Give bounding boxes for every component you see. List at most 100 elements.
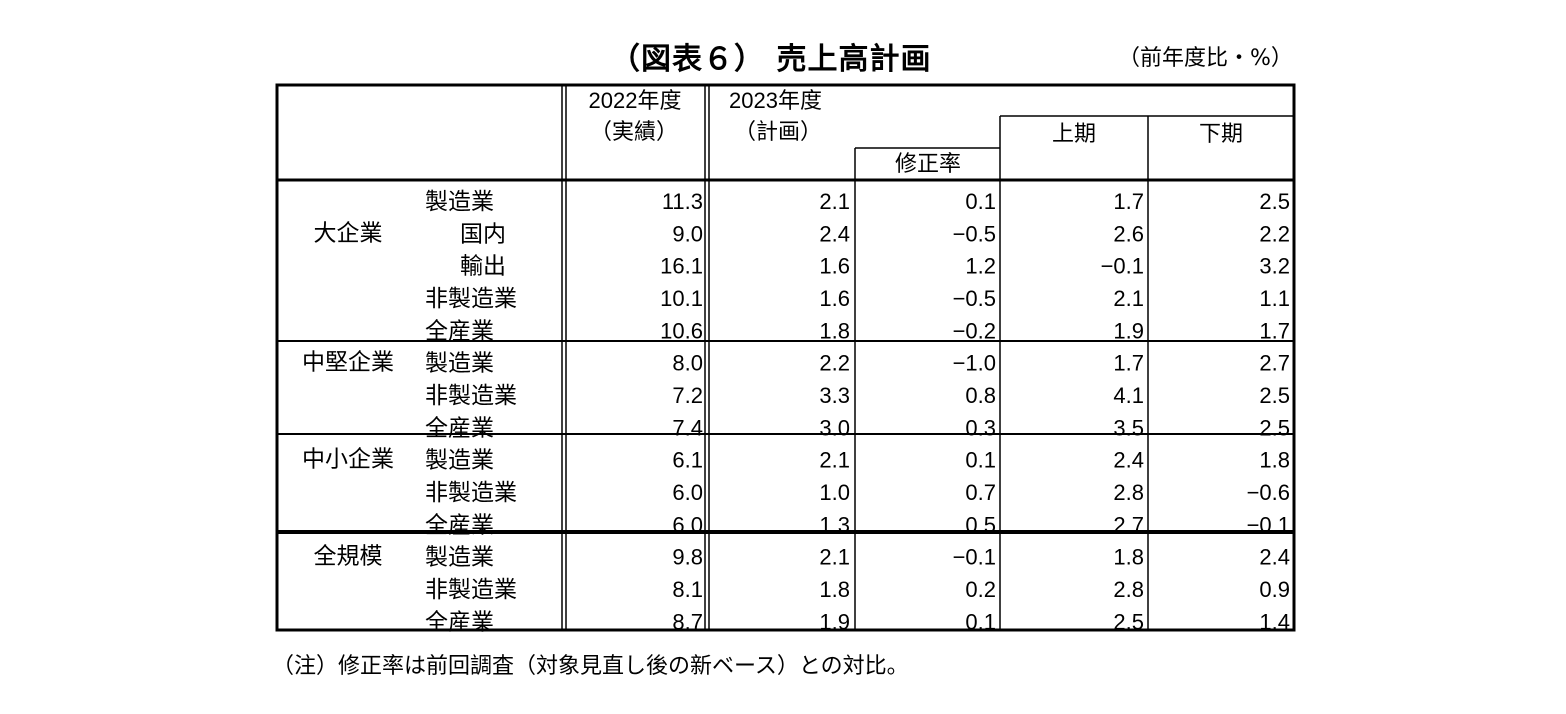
- cell-first-half: 2.5: [1113, 609, 1144, 634]
- cell-second-half: 0.9: [1259, 577, 1290, 602]
- cell-fy2022-actual: 10.6: [660, 318, 703, 343]
- row-label: 非製造業: [425, 285, 517, 311]
- cell-fy2023-plan: 1.6: [819, 286, 850, 311]
- table-header: 2022年度 （実績） 2023年度 （計画） 修正率 上期 下期: [589, 88, 1243, 176]
- cell-fy2022-actual: 9.8: [672, 545, 703, 570]
- cell-revision-rate: 0.7: [965, 480, 996, 505]
- cell-fy2023-plan: 2.4: [819, 221, 850, 246]
- page-title: （図表６） 売上高計画: [610, 42, 932, 77]
- cell-fy2023-plan: 2.1: [819, 545, 850, 570]
- cell-revision-rate: 0.1: [965, 189, 996, 214]
- cell-first-half: 4.1: [1113, 383, 1144, 408]
- cell-first-half: 2.6: [1113, 221, 1144, 246]
- header-fy2023-year: 2023年度: [729, 88, 822, 113]
- cell-first-half: 1.7: [1113, 189, 1144, 214]
- row-label: 製造業: [425, 350, 494, 376]
- cell-fy2023-plan: 1.8: [819, 318, 850, 343]
- cell-revision-rate: 0.2: [965, 577, 996, 602]
- cell-revision-rate: −0.5: [953, 221, 996, 246]
- unit-label: （前年度比・%）: [1118, 46, 1293, 71]
- cell-second-half: 1.4: [1259, 609, 1290, 634]
- cell-revision-rate: 0.1: [965, 609, 996, 634]
- cell-second-half: 2.7: [1259, 351, 1290, 376]
- header-second-half: 下期: [1199, 121, 1243, 146]
- cell-fy2022-actual: 16.1: [660, 254, 703, 279]
- cell-fy2023-plan: 1.8: [819, 577, 850, 602]
- cell-second-half: 1.8: [1259, 448, 1290, 473]
- cell-first-half: 2.1: [1113, 286, 1144, 311]
- cell-revision-rate: −0.5: [953, 286, 996, 311]
- cell-first-half: 1.7: [1113, 351, 1144, 376]
- cell-revision-rate: −0.2: [953, 318, 996, 343]
- row-label: 製造業: [425, 544, 494, 570]
- cell-fy2023-plan: 1.9: [819, 609, 850, 634]
- cell-fy2023-plan: 2.1: [819, 448, 850, 473]
- cell-fy2022-actual: 10.1: [660, 286, 703, 311]
- cell-revision-rate: 0.8: [965, 383, 996, 408]
- cell-first-half: 1.8: [1113, 545, 1144, 570]
- cell-fy2022-actual: 8.0: [672, 351, 703, 376]
- row-label: 全産業: [425, 317, 494, 343]
- row-label: 非製造業: [425, 576, 517, 602]
- cell-fy2023-plan: 1.0: [819, 480, 850, 505]
- cell-first-half: 3.5: [1113, 415, 1144, 440]
- cell-revision-rate: 0.5: [965, 512, 996, 537]
- cell-fy2023-plan: 1.3: [819, 512, 850, 537]
- header-fy2022-sub: （実績）: [590, 119, 678, 144]
- cell-fy2022-actual: 7.4: [672, 415, 703, 440]
- row-label: 非製造業: [425, 479, 517, 505]
- cell-first-half: 1.9: [1113, 318, 1144, 343]
- cell-second-half: 2.5: [1259, 415, 1290, 440]
- row-label: 非製造業: [425, 382, 517, 408]
- cell-revision-rate: 0.3: [965, 415, 996, 440]
- cell-first-half: 2.8: [1113, 480, 1144, 505]
- cell-fy2023-plan: 1.6: [819, 254, 850, 279]
- cell-revision-rate: 1.2: [965, 254, 996, 279]
- cell-second-half: 2.4: [1259, 545, 1290, 570]
- table-lines: [275, 83, 1296, 632]
- cell-fy2023-plan: 3.3: [819, 383, 850, 408]
- cell-revision-rate: −1.0: [953, 351, 996, 376]
- cell-fy2022-actual: 8.7: [672, 609, 703, 634]
- footnote: （注）修正率は前回調査（対象見直し後の新ベース）との対比。: [272, 654, 909, 679]
- cell-fy2022-actual: 6.0: [672, 512, 703, 537]
- cell-second-half: 3.2: [1259, 254, 1290, 279]
- row-label: 製造業: [425, 447, 494, 473]
- group-name: 大企業: [314, 219, 383, 245]
- row-label: 製造業: [425, 188, 494, 214]
- cell-fy2022-actual: 6.1: [672, 448, 703, 473]
- cell-second-half: 2.2: [1259, 221, 1290, 246]
- cell-first-half: −0.1: [1101, 254, 1144, 279]
- group-name: 全規模: [314, 543, 383, 569]
- cell-first-half: 2.7: [1113, 512, 1144, 537]
- cell-fy2023-plan: 3.0: [819, 415, 850, 440]
- cell-fy2022-actual: 8.1: [672, 577, 703, 602]
- cell-fy2022-actual: 7.2: [672, 383, 703, 408]
- cell-second-half: 1.7: [1259, 318, 1290, 343]
- header-fy2023-sub: （計画）: [734, 119, 822, 144]
- cell-second-half: 2.5: [1259, 383, 1290, 408]
- row-label: 輸出: [460, 253, 506, 279]
- header-revision: 修正率: [895, 151, 961, 176]
- cell-first-half: 2.4: [1113, 448, 1144, 473]
- row-label: 全産業: [425, 414, 494, 440]
- header-first-half: 上期: [1052, 121, 1096, 146]
- cell-fy2023-plan: 2.1: [819, 189, 850, 214]
- row-label: 国内: [460, 220, 506, 246]
- cell-revision-rate: 0.1: [965, 448, 996, 473]
- cell-fy2023-plan: 2.2: [819, 351, 850, 376]
- cell-fy2022-actual: 11.3: [662, 189, 703, 214]
- cell-second-half: −0.1: [1247, 512, 1290, 537]
- cell-second-half: 1.1: [1259, 286, 1290, 311]
- cell-revision-rate: −0.1: [953, 545, 996, 570]
- group-name: 中堅企業: [302, 349, 394, 375]
- cell-first-half: 2.8: [1113, 577, 1144, 602]
- cell-fy2022-actual: 6.0: [672, 480, 703, 505]
- cell-fy2022-actual: 9.0: [672, 221, 703, 246]
- row-label: 全産業: [425, 608, 494, 634]
- row-label: 全産業: [425, 511, 494, 537]
- header-fy2022-year: 2022年度: [589, 88, 682, 113]
- cell-second-half: −0.6: [1247, 480, 1290, 505]
